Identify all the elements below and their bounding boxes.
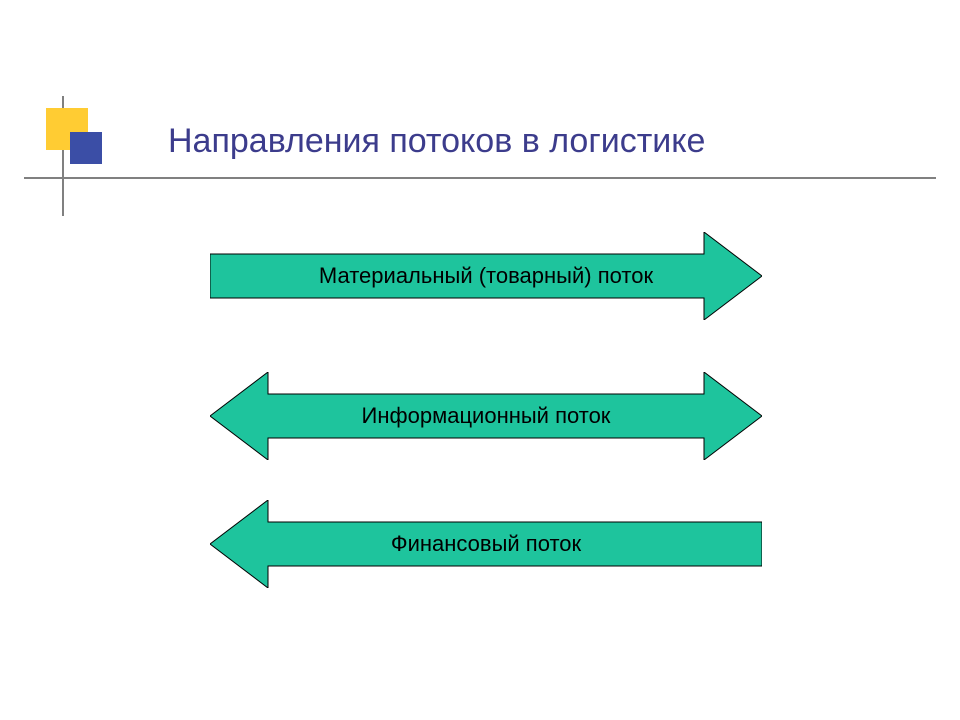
page-title: Направления потоков в логистике xyxy=(168,122,705,161)
arrow-financial-flow: Финансовый поток xyxy=(210,500,762,588)
arrow-icon xyxy=(210,500,762,588)
decor-blue-square xyxy=(70,132,102,164)
arrow-information-flow: Информационный поток xyxy=(210,372,762,460)
arrow-icon xyxy=(210,232,762,320)
slide: { "canvas": { "width": 960, "height": 72… xyxy=(0,0,960,720)
decor-horizontal-line xyxy=(24,177,936,179)
arrow-icon xyxy=(210,372,762,460)
arrow-material-flow: Материальный (товарный) поток xyxy=(210,232,762,320)
